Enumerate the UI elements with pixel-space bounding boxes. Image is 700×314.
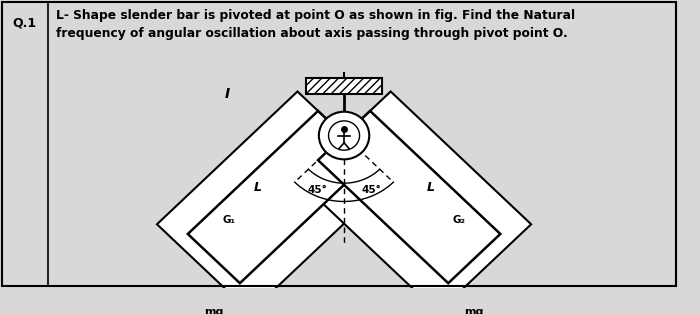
Bar xyxy=(307,78,382,94)
Text: L- Shape slender bar is pivoted at point O as shown in fig. Find the Natural: L- Shape slender bar is pivoted at point… xyxy=(56,9,575,22)
Text: Q.1: Q.1 xyxy=(12,16,36,30)
Text: L: L xyxy=(426,181,435,194)
Circle shape xyxy=(328,121,360,150)
Text: 45°: 45° xyxy=(307,186,327,196)
Polygon shape xyxy=(318,111,500,283)
Polygon shape xyxy=(188,111,370,283)
Text: L: L xyxy=(253,181,262,194)
Text: I: I xyxy=(225,87,230,101)
Text: mg: mg xyxy=(465,307,484,314)
Text: mg: mg xyxy=(204,307,223,314)
Polygon shape xyxy=(157,91,391,312)
Text: frequency of angular oscillation about axis passing through pivot point O.: frequency of angular oscillation about a… xyxy=(56,27,568,41)
Text: 45°: 45° xyxy=(361,186,381,196)
Text: G₁: G₁ xyxy=(223,214,235,225)
Polygon shape xyxy=(298,91,531,312)
Circle shape xyxy=(319,112,370,159)
Text: G₂: G₂ xyxy=(453,214,466,225)
